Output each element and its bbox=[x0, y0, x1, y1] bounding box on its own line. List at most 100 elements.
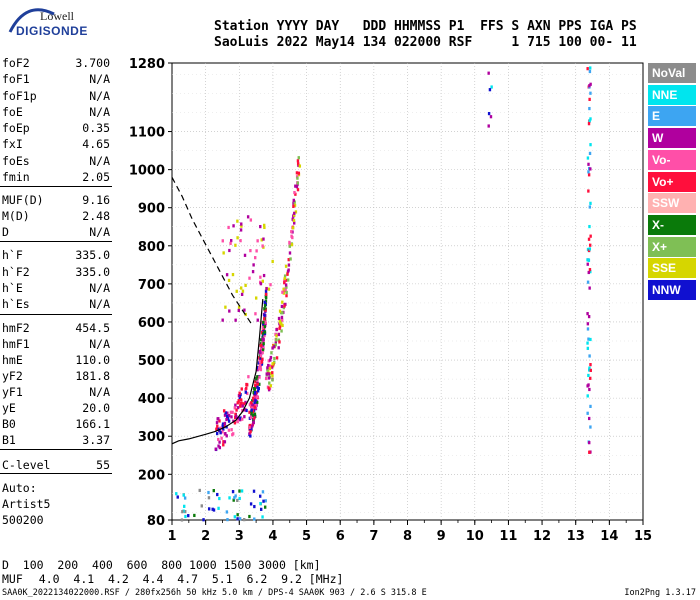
x-tick-label: 10 bbox=[466, 529, 484, 544]
echo-point bbox=[217, 437, 220, 442]
echo-point bbox=[231, 432, 235, 436]
echo-point bbox=[586, 280, 590, 284]
y-tick-label: 1280 bbox=[129, 57, 165, 72]
echo-point bbox=[283, 276, 286, 281]
echo-point bbox=[250, 402, 253, 407]
echo-point bbox=[230, 428, 233, 432]
echo-point bbox=[244, 400, 247, 405]
echo-point bbox=[253, 504, 256, 509]
echo-point bbox=[588, 106, 591, 111]
echo-point bbox=[586, 262, 589, 266]
echo-point bbox=[262, 338, 265, 342]
echo-point bbox=[588, 268, 592, 272]
echo-point bbox=[488, 88, 492, 92]
echo-point bbox=[227, 413, 231, 418]
echo-point bbox=[254, 296, 258, 300]
echo-point bbox=[249, 430, 252, 434]
echo-point bbox=[231, 490, 235, 494]
echo-point bbox=[252, 421, 255, 425]
auto-label: Auto: bbox=[2, 481, 37, 495]
echo-point bbox=[255, 249, 258, 253]
echo-point bbox=[586, 411, 589, 415]
echo-point bbox=[586, 346, 590, 350]
echo-point bbox=[222, 251, 225, 255]
echo-point bbox=[239, 418, 242, 422]
echo-point bbox=[256, 385, 259, 389]
echo-point bbox=[254, 256, 257, 260]
echo-point bbox=[254, 380, 257, 384]
echo-point bbox=[271, 374, 274, 378]
echo-point bbox=[243, 253, 247, 257]
param-name: foEp bbox=[2, 121, 30, 135]
echo-point bbox=[588, 366, 591, 370]
echo-point bbox=[284, 264, 288, 268]
echo-point bbox=[265, 287, 268, 291]
echo-point bbox=[261, 515, 264, 519]
echo-point bbox=[181, 510, 184, 514]
echo-point bbox=[588, 119, 591, 123]
echo-point bbox=[285, 290, 288, 295]
echo-point bbox=[281, 290, 284, 294]
echo-point bbox=[264, 289, 268, 293]
param-separator bbox=[0, 449, 112, 450]
param-value: N/A bbox=[89, 89, 110, 103]
echo-point bbox=[588, 247, 592, 251]
echo-point bbox=[202, 518, 205, 522]
echo-point bbox=[274, 341, 277, 345]
echo-point bbox=[257, 366, 261, 370]
echo-point bbox=[250, 404, 253, 408]
echo-point bbox=[295, 185, 299, 189]
echo-point bbox=[267, 376, 271, 380]
echo-point bbox=[588, 450, 591, 454]
echo-point bbox=[487, 124, 490, 128]
echo-point bbox=[241, 409, 244, 413]
param-value: N/A bbox=[89, 154, 110, 168]
echo-point bbox=[275, 334, 278, 338]
echo-point bbox=[267, 372, 271, 376]
echo-point bbox=[247, 375, 250, 379]
legend-item-e: E bbox=[648, 106, 696, 127]
echo-point bbox=[237, 399, 240, 403]
echo-point bbox=[215, 421, 219, 425]
echo-point bbox=[282, 291, 286, 295]
muf-value-label: MUF bbox=[2, 572, 23, 586]
param-name: h`F2 bbox=[2, 265, 30, 279]
param-name: hmF2 bbox=[2, 321, 30, 335]
x-tick-label: 3 bbox=[235, 529, 244, 544]
echo-point bbox=[227, 225, 230, 230]
echo-point bbox=[239, 401, 242, 406]
echo-point bbox=[217, 417, 220, 421]
echo-point bbox=[219, 431, 222, 435]
echo-point bbox=[264, 320, 267, 324]
echo-point bbox=[254, 399, 257, 403]
echo-point bbox=[248, 403, 252, 407]
echo-point bbox=[589, 404, 592, 408]
param-name: h`E bbox=[2, 281, 23, 295]
echo-point bbox=[255, 400, 259, 405]
echo-point bbox=[228, 496, 231, 500]
echo-point bbox=[270, 351, 273, 355]
echo-point bbox=[262, 499, 265, 503]
param-name: C-level bbox=[2, 458, 51, 472]
echo-point bbox=[254, 383, 257, 388]
echo-point bbox=[586, 156, 590, 160]
echo-point bbox=[221, 430, 224, 434]
param-row-ye: yE 20.0 bbox=[2, 400, 110, 416]
echo-point bbox=[258, 494, 262, 498]
param-value: 335.0 bbox=[75, 265, 110, 279]
echo-point bbox=[269, 358, 272, 362]
echo-point bbox=[294, 210, 298, 214]
muf-distance-label: D bbox=[2, 558, 9, 572]
echo-point bbox=[487, 71, 490, 75]
y-tick-label: 200 bbox=[138, 468, 165, 483]
param-value: N/A bbox=[89, 297, 110, 311]
footer-version: Ion2Png 1.3.17 bbox=[624, 588, 696, 598]
echo-point bbox=[214, 447, 217, 451]
echo-point bbox=[183, 504, 186, 508]
echo-point bbox=[269, 283, 272, 287]
echo-point bbox=[259, 353, 263, 358]
echo-point bbox=[227, 278, 231, 283]
echo-point bbox=[236, 236, 239, 240]
param-name: h`F bbox=[2, 248, 23, 262]
echo-point bbox=[269, 355, 273, 360]
